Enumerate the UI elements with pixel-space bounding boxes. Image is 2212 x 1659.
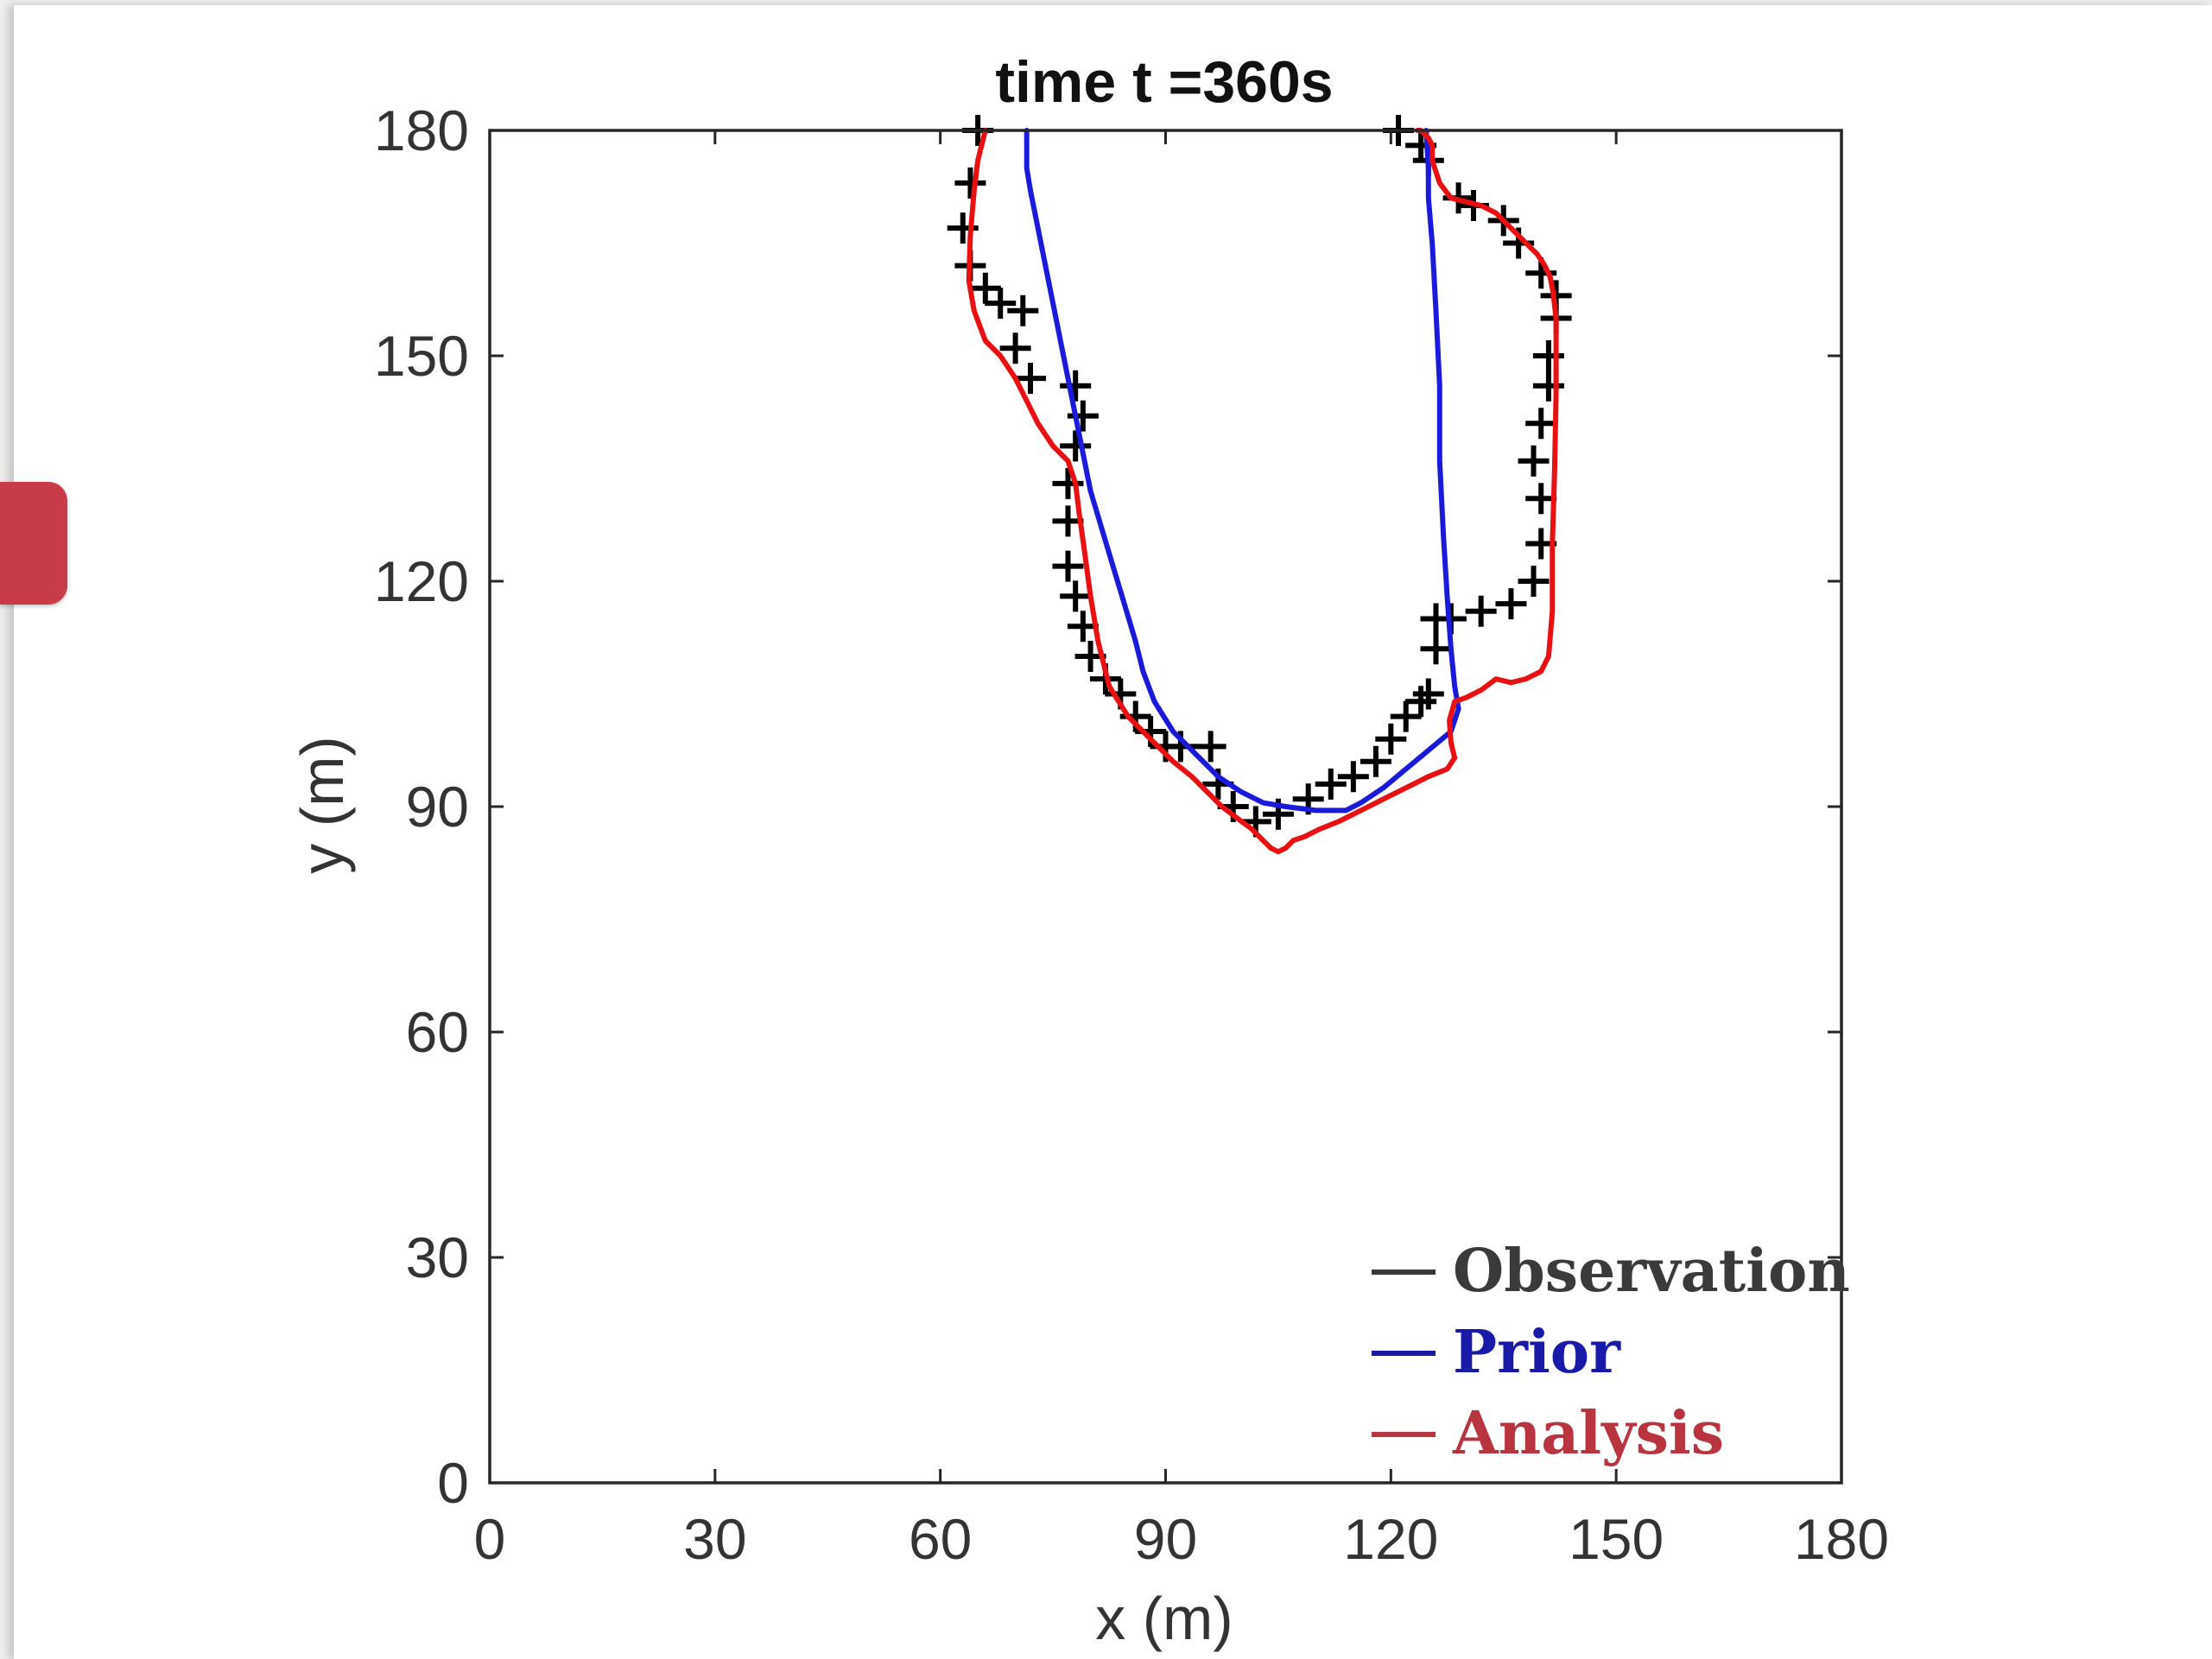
x-tick-label: 120 [1343, 1507, 1438, 1571]
legend-label: Analysis [1452, 1399, 1724, 1468]
x-tick-label: 90 [1134, 1507, 1197, 1571]
x-axis-label: x (m) [1095, 1585, 1233, 1652]
observation-marker [1337, 761, 1369, 793]
observation-marker [1067, 400, 1099, 432]
y-tick-label: 150 [374, 324, 469, 388]
y-tick-label: 30 [406, 1225, 469, 1289]
bookmark-tab[interactable] [0, 482, 67, 605]
observation-marker [1405, 686, 1437, 718]
observation-marker [1375, 723, 1407, 755]
legend-label: Observation [1453, 1237, 1850, 1306]
observation-marker [1532, 370, 1564, 402]
y-tick-label: 120 [374, 549, 469, 613]
y-tick-label: 90 [406, 775, 469, 839]
observation-marker [954, 167, 986, 199]
observation-marker [969, 272, 1001, 304]
observation-marker [1315, 768, 1347, 800]
y-tick-label: 180 [374, 98, 469, 162]
legend-item-observation: Observation [1372, 1237, 1850, 1306]
x-tick-label: 30 [683, 1507, 746, 1571]
x-tick-label: 150 [1569, 1507, 1664, 1571]
x-tick-label: 0 [474, 1507, 506, 1571]
observation-marker [999, 332, 1031, 364]
observation-marker [1007, 294, 1039, 326]
observation-marker [1060, 370, 1092, 402]
y-tick-label: 60 [406, 1000, 469, 1064]
legend-item-analysis: Analysis [1372, 1399, 1724, 1468]
x-tick-label: 180 [1794, 1507, 1889, 1571]
observation-marker [1060, 580, 1092, 612]
observation-marker [1495, 588, 1527, 620]
legend: Observation Prior Analysis [1372, 1237, 1850, 1468]
observation-marker [1052, 467, 1084, 499]
observation-marker [1060, 430, 1092, 462]
observation-marker [1532, 340, 1564, 371]
observation-marker [1465, 595, 1497, 627]
y-axis-label: y (m) [288, 736, 356, 873]
legend-item-prior: Prior [1372, 1318, 1621, 1387]
chart-title: time t =360s [995, 49, 1333, 115]
prior-line [1024, 128, 1461, 814]
observation-marker [1390, 700, 1422, 732]
x-tick-label: 60 [909, 1507, 972, 1571]
observation-marker [1015, 363, 1046, 395]
y-tick-label: 0 [437, 1451, 469, 1515]
legend-label: Prior [1453, 1318, 1621, 1387]
observation-marker [985, 288, 1017, 320]
observation-marker [1412, 678, 1444, 710]
observation-marker [1360, 745, 1391, 777]
observation-marker [1518, 566, 1550, 597]
plot-area [490, 130, 1841, 1483]
analysis-line [966, 128, 1559, 855]
observation-marker [1195, 731, 1226, 763]
observation-marker [1052, 550, 1084, 582]
observation-marker [1525, 408, 1557, 440]
observation-marker [1420, 633, 1452, 665]
observation-marker [1518, 445, 1550, 477]
